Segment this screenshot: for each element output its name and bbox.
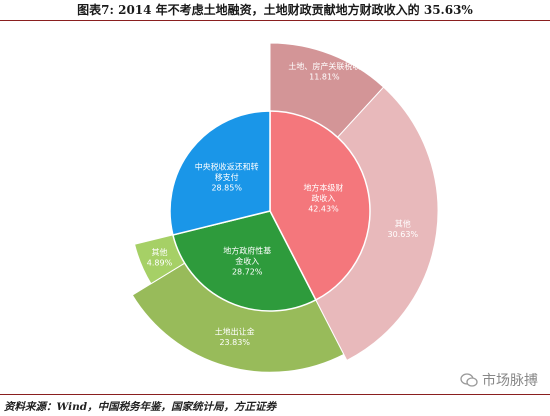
watermark: 市场脉搏 xyxy=(460,370,538,390)
inner-label-1-pct: 42.43% xyxy=(308,205,339,214)
inner-label-3-pct: 28.85% xyxy=(211,184,242,193)
chart-title: 图表7: 2014 年不考虑土地融资，土地财政贡献地方财政收入的 35.63% xyxy=(0,0,550,21)
inner-label-2-text: 地方政府性基 xyxy=(223,246,271,256)
outer-label-1-text: 土地、房产关联税收 xyxy=(288,61,360,71)
inner-label-1-text: 政收入 xyxy=(311,193,335,203)
outer-label-2-pct: 30.63% xyxy=(388,230,419,239)
footer: 资料来源：Wind，中国税务年鉴，国家统计局，方正证券 xyxy=(0,394,550,416)
wechat-icon xyxy=(460,373,478,387)
nested-pie-chart: 土地、房产关联税收11.81%其他30.63%土地出让金23.83%其他4.89… xyxy=(131,42,439,373)
outer-label-1-pct: 11.81% xyxy=(309,72,340,81)
inner-slice-3 xyxy=(169,110,271,236)
inner-label-2-pct: 28.72% xyxy=(232,268,263,277)
inner-label-3-text: 移支付 xyxy=(215,172,239,182)
source-note: 资料来源：Wind，中国税务年鉴，国家统计局，方正证券 xyxy=(4,401,277,413)
inner-label-2-text: 金收入 xyxy=(235,256,259,266)
outer-label-3-pct: 23.83% xyxy=(219,338,250,347)
outer-label-3-text: 土地出让金 xyxy=(215,327,255,337)
watermark-text: 市场脉搏 xyxy=(482,373,538,389)
outer-label-2-text: 其他 xyxy=(395,219,411,229)
inner-slice-1 xyxy=(269,110,371,301)
inner-label-3-text: 中央税收返还和转 xyxy=(195,162,259,172)
inner-label-1-text: 地方本级财 xyxy=(303,183,343,193)
outer-label-4-text: 其他 xyxy=(151,247,167,257)
inner-slice-2 xyxy=(172,210,317,312)
outer-label-4-pct: 4.89% xyxy=(147,258,173,267)
